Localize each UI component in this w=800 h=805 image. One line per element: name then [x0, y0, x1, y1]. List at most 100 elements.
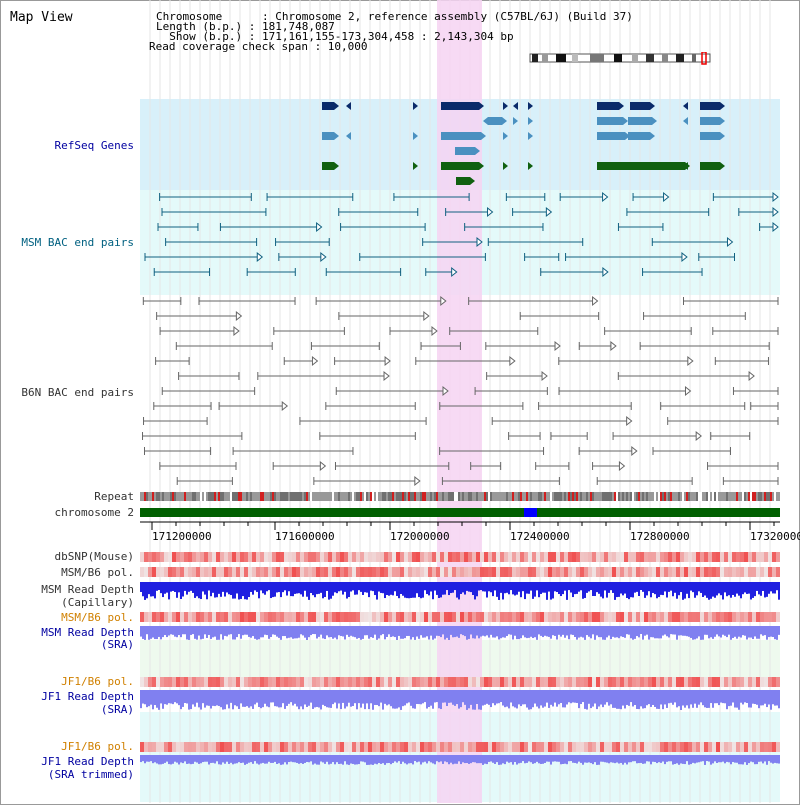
refseq-gene-track[interactable]	[322, 102, 725, 185]
heatmap-cell	[448, 612, 452, 622]
repeat-segment	[434, 492, 436, 501]
msm-b6-pol-heatmap[interactable]	[140, 567, 780, 577]
depth-bar	[662, 690, 664, 710]
depth-bar	[468, 626, 470, 639]
depth-bar	[476, 755, 478, 764]
depth-bar	[554, 626, 556, 636]
heatmap-cell	[692, 677, 696, 687]
jf1-sra-depth[interactable]	[140, 690, 780, 710]
repeat-segment	[692, 492, 694, 501]
depth-bar	[472, 690, 474, 710]
heatmap-cell	[404, 742, 408, 752]
msm-bac-pair-end	[487, 206, 494, 218]
depth-bar	[210, 626, 212, 639]
depth-bar	[378, 755, 380, 764]
heatmap-cell	[376, 552, 380, 562]
heatmap-cell	[364, 567, 368, 577]
depth-bar	[312, 690, 314, 709]
depth-bar	[330, 755, 332, 764]
depth-bar	[576, 582, 578, 594]
depth-bar	[314, 626, 316, 635]
depth-bar	[362, 755, 364, 762]
heatmap-cell	[344, 552, 348, 562]
heatmap-cell	[628, 742, 632, 752]
heatmap-cell	[404, 552, 408, 562]
depth-bar	[630, 626, 632, 639]
msm-sra-depth[interactable]	[140, 626, 780, 640]
depth-bar	[588, 690, 590, 704]
depth-bar	[298, 690, 300, 710]
heatmap-cell	[376, 612, 380, 622]
repeat-segment	[398, 492, 400, 501]
depth-bar	[268, 626, 270, 639]
depth-bar	[192, 582, 194, 593]
b6n-bac-track[interactable]	[142, 295, 779, 487]
heatmap-cell	[388, 612, 392, 622]
depth-bar	[484, 626, 486, 637]
repeat-segment	[500, 492, 502, 501]
depth-bar	[762, 755, 764, 764]
depth-bar	[596, 755, 598, 765]
depth-bar	[140, 690, 142, 709]
depth-bar	[234, 690, 236, 706]
depth-bar	[548, 690, 550, 708]
heatmap-cell	[184, 677, 188, 687]
heatmap-cell	[164, 742, 168, 752]
depth-bar	[332, 626, 334, 639]
heatmap-cell	[504, 567, 508, 577]
repeat-segment	[424, 492, 426, 501]
depth-bar	[716, 626, 718, 635]
msm-bac-pair-end	[602, 191, 609, 203]
repeat-track[interactable]	[140, 492, 780, 501]
depth-bar	[346, 690, 348, 707]
msm-capillary-depth[interactable]	[140, 582, 780, 600]
repeat-segment	[306, 492, 308, 501]
depth-bar	[272, 755, 274, 763]
depth-bar	[260, 690, 262, 709]
depth-bar	[614, 690, 616, 708]
depth-bar	[488, 582, 490, 592]
depth-bar	[724, 626, 726, 636]
heatmap-cell	[592, 677, 596, 687]
jf1-b6-pol-heatmap-2[interactable]	[140, 742, 780, 752]
jf1-b6-pol-heatmap[interactable]	[140, 677, 780, 687]
heatmap-cell	[676, 677, 680, 687]
repeat-segment	[542, 492, 544, 501]
heatmap-cell	[476, 612, 480, 622]
chromosome-bar[interactable]	[140, 508, 780, 517]
repeat-segment	[638, 492, 640, 501]
depth-bar	[698, 690, 700, 705]
heatmap-cell	[548, 612, 552, 622]
dbsnp-heatmap[interactable]	[140, 552, 780, 562]
heatmap-cell	[516, 742, 520, 752]
gene-feature	[488, 117, 502, 125]
depth-bar	[688, 755, 690, 765]
label-msm-bac: MSM BAC end pairs	[21, 236, 134, 249]
heatmap-cell	[568, 612, 572, 622]
msm-bac-track[interactable]	[144, 191, 779, 278]
repeat-segment	[726, 492, 728, 501]
heatmap-cell	[740, 552, 744, 562]
depth-bar	[368, 755, 370, 765]
depth-bar	[336, 755, 338, 763]
heatmap-cell	[468, 742, 472, 752]
depth-bar	[198, 582, 200, 599]
depth-bar	[412, 626, 414, 638]
depth-bar	[638, 755, 640, 764]
heatmap-cell	[696, 552, 700, 562]
heatmap-cell	[284, 567, 288, 577]
heatmap-cell	[348, 742, 352, 752]
repeat-segment	[426, 492, 428, 501]
msm-b6-pol-heatmap-2[interactable]	[140, 612, 780, 622]
heatmap-cell	[636, 677, 640, 687]
repeat-segment	[664, 492, 666, 501]
depth-bar	[528, 626, 530, 638]
jf1-sra-trimmed-depth[interactable]	[140, 755, 780, 765]
gene-feature	[700, 117, 720, 125]
repeat-segment	[238, 492, 240, 501]
gene-feature	[700, 162, 720, 170]
depth-bar	[714, 755, 716, 762]
chromosome-ideogram[interactable]	[528, 52, 718, 66]
depth-bar	[320, 690, 322, 710]
